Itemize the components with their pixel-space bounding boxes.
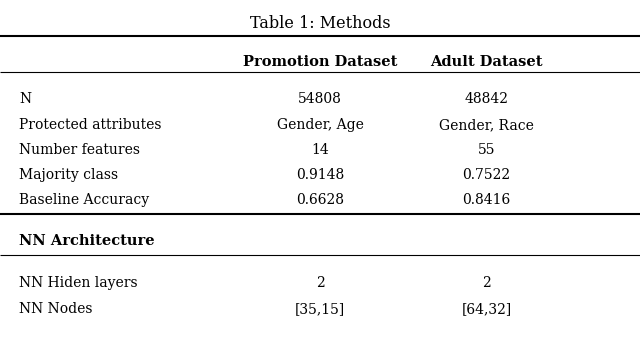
Text: Gender, Age: Gender, Age [276, 118, 364, 132]
Text: NN Hiden layers: NN Hiden layers [19, 276, 138, 290]
Text: Gender, Race: Gender, Race [439, 118, 534, 132]
Text: 48842: 48842 [465, 92, 508, 106]
Text: Majority class: Majority class [19, 168, 118, 182]
Text: Baseline Accuracy: Baseline Accuracy [19, 193, 149, 207]
Text: NN Architecture: NN Architecture [19, 234, 155, 248]
Text: 2: 2 [316, 276, 324, 290]
Text: 54808: 54808 [298, 92, 342, 106]
Text: 14: 14 [311, 143, 329, 157]
Text: Number features: Number features [19, 143, 140, 157]
Text: 2: 2 [482, 276, 491, 290]
Text: [35,15]: [35,15] [295, 302, 345, 316]
Text: 55: 55 [477, 143, 495, 157]
Text: Promotion Dataset: Promotion Dataset [243, 55, 397, 69]
Text: 0.8416: 0.8416 [462, 193, 511, 207]
Text: [64,32]: [64,32] [461, 302, 511, 316]
Text: Adult Dataset: Adult Dataset [430, 55, 543, 69]
Text: N: N [19, 92, 31, 106]
Text: Table 1: Methods: Table 1: Methods [250, 15, 390, 32]
Text: 0.7522: 0.7522 [462, 168, 511, 182]
Text: 0.6628: 0.6628 [296, 193, 344, 207]
Text: NN Nodes: NN Nodes [19, 302, 93, 316]
Text: Protected attributes: Protected attributes [19, 118, 162, 132]
Text: 0.9148: 0.9148 [296, 168, 344, 182]
